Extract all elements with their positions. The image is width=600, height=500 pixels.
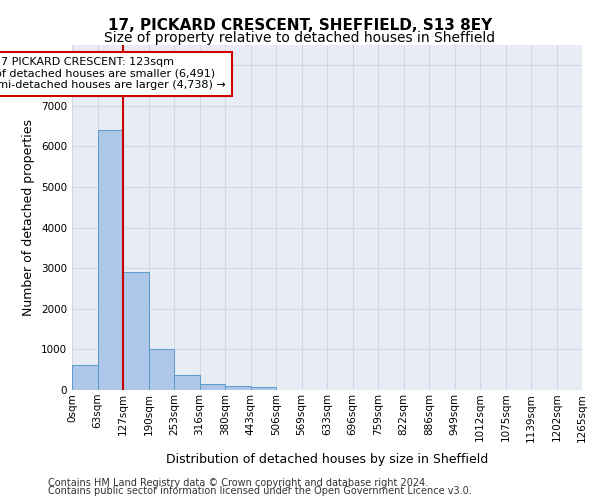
Bar (149, 350, 174, 390)
Bar (97, 130, 123, 390)
Text: Contains HM Land Registry data © Crown copyright and database right 2024.: Contains HM Land Registry data © Crown c… (48, 478, 428, 488)
Bar (72, 365, 97, 390)
Bar (225, 386, 251, 390)
Bar (123, 272, 149, 390)
Text: Contains public sector information licensed under the Open Government Licence v3: Contains public sector information licen… (48, 486, 472, 496)
X-axis label: Distribution of detached houses by size in Sheffield: Distribution of detached houses by size … (166, 452, 488, 466)
Text: Size of property relative to detached houses in Sheffield: Size of property relative to detached ho… (104, 31, 496, 45)
Text: 17, PICKARD CRESCENT, SHEFFIELD, S13 8EY: 17, PICKARD CRESCENT, SHEFFIELD, S13 8EY (108, 18, 492, 32)
Y-axis label: Number of detached properties: Number of detached properties (22, 119, 35, 316)
Bar (251, 387, 276, 390)
Bar (199, 384, 225, 390)
Bar (174, 374, 199, 390)
Text: 17 PICKARD CRESCENT: 123sqm
← 57% of detached houses are smaller (6,491)
42% of : 17 PICKARD CRESCENT: 123sqm ← 57% of det… (0, 57, 226, 90)
